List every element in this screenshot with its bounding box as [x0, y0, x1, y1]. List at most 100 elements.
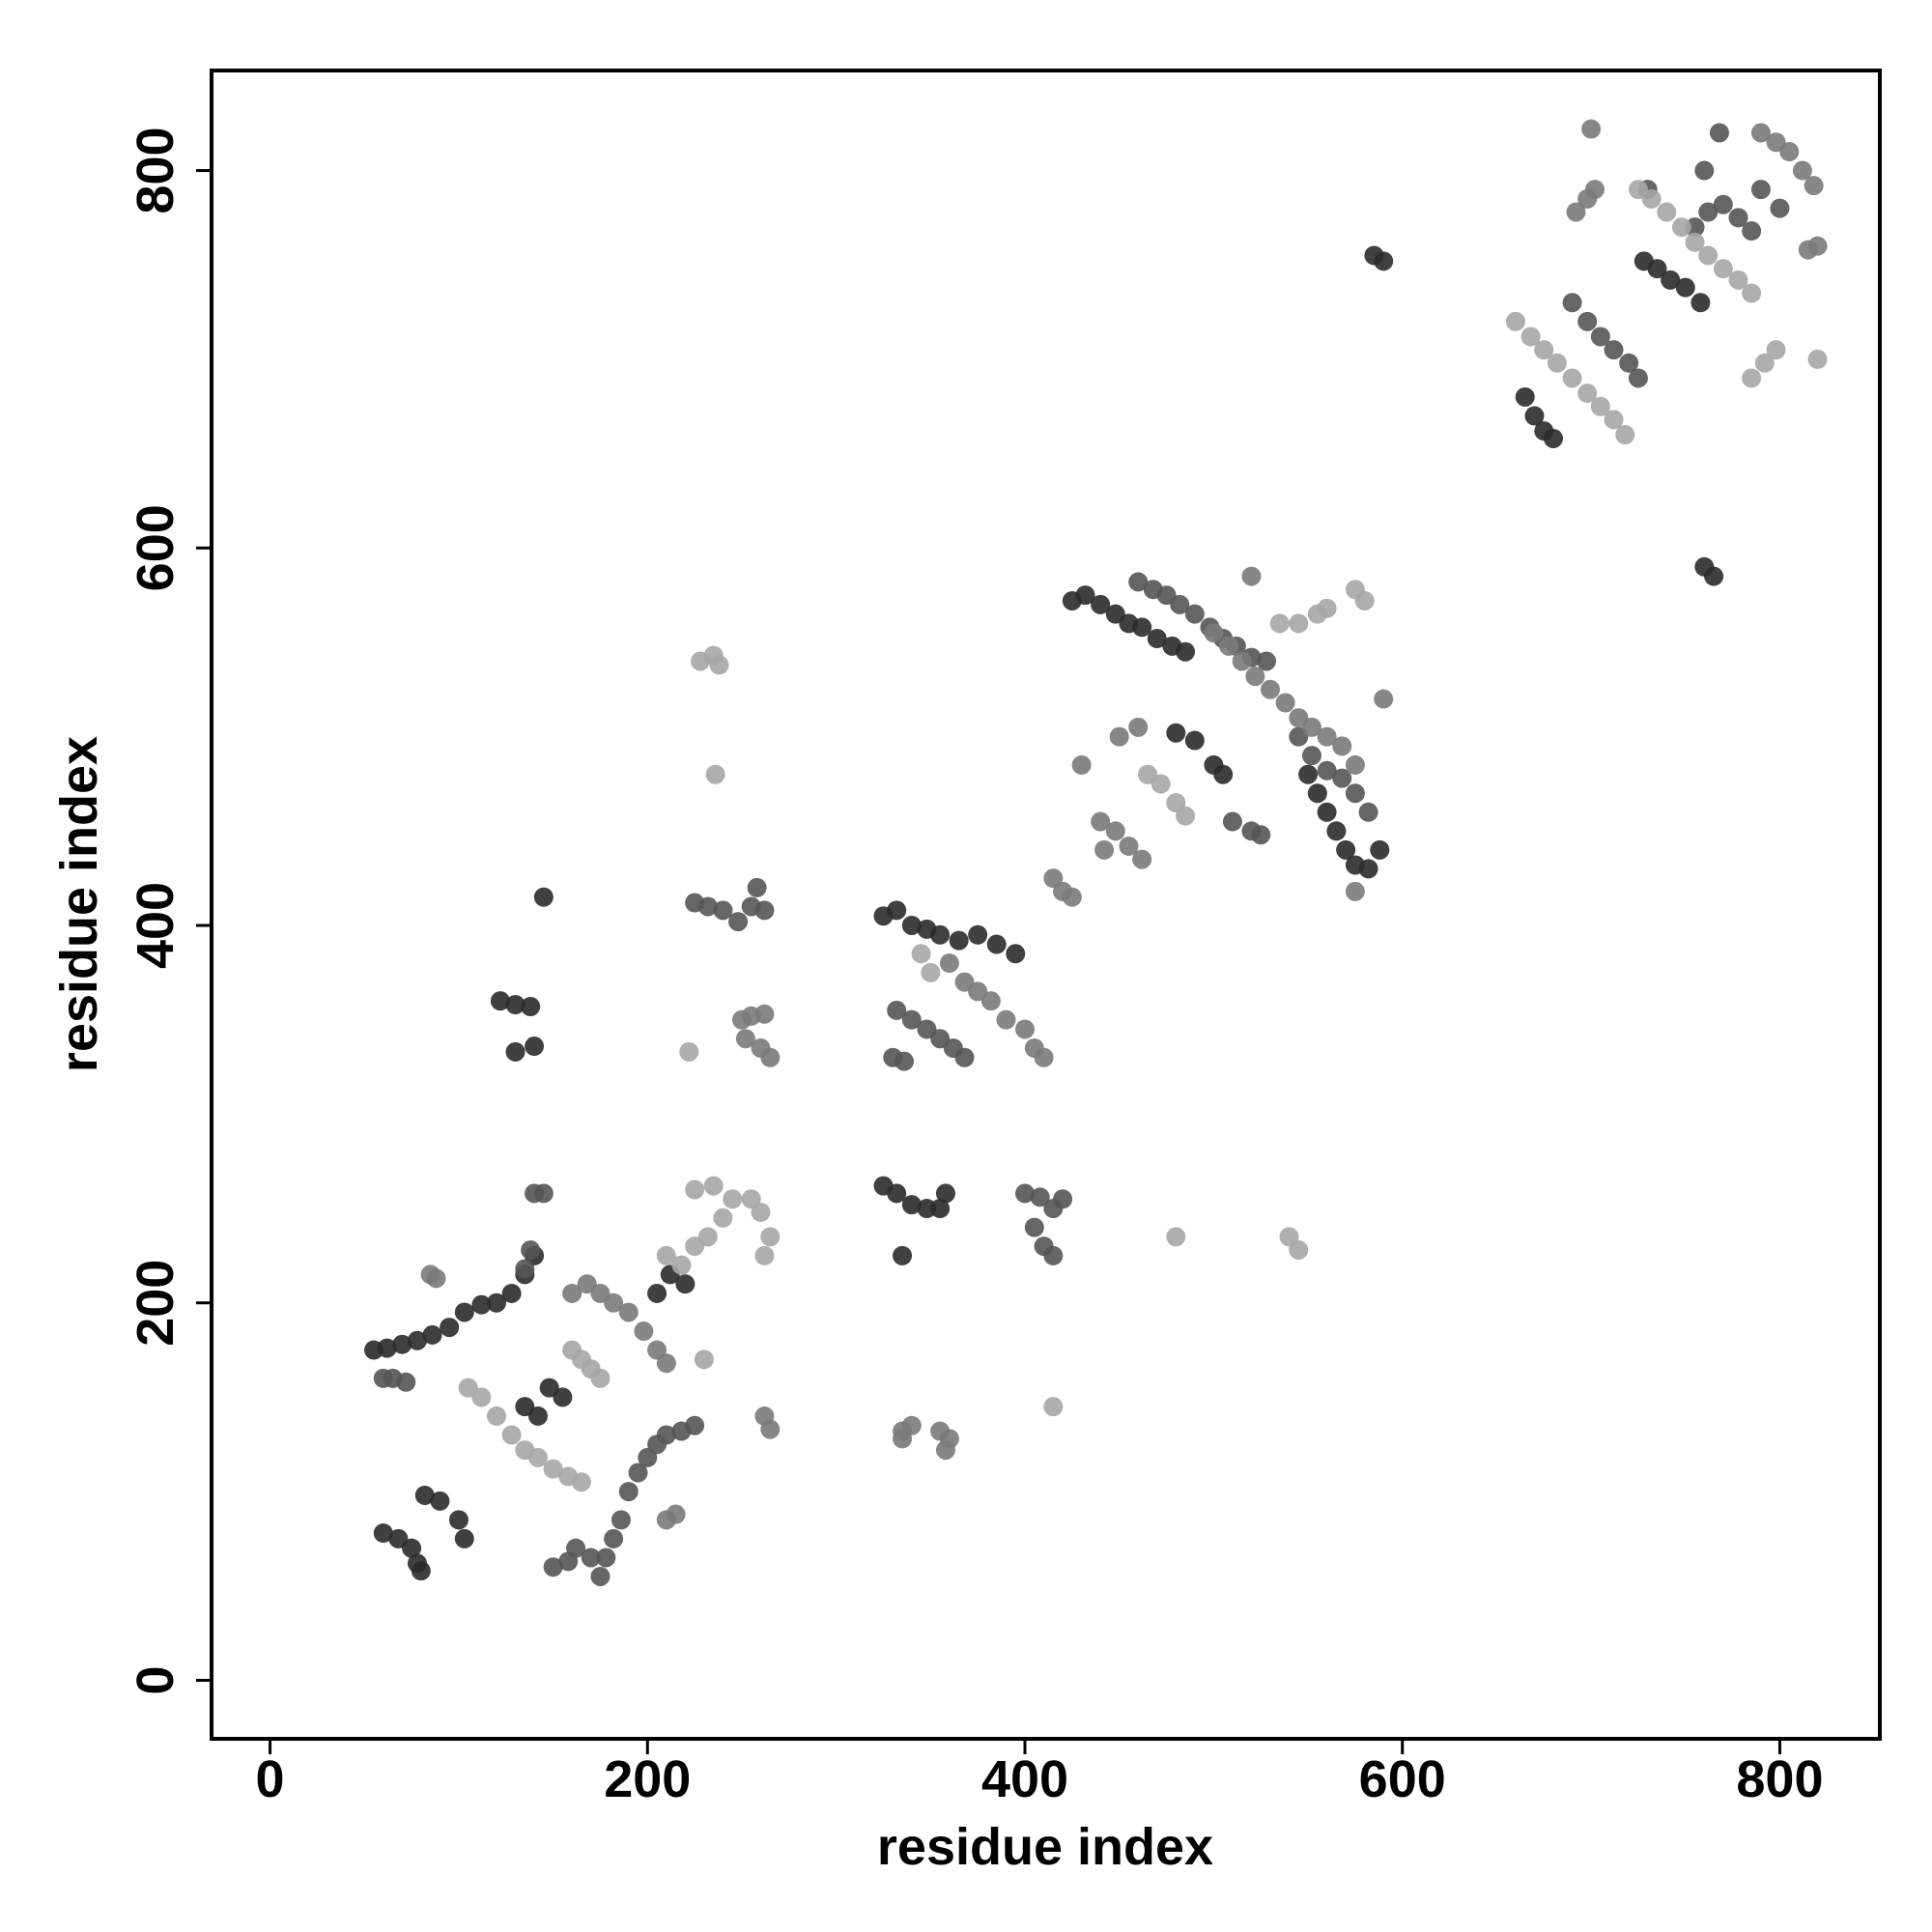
point	[1704, 566, 1724, 586]
point	[1685, 217, 1705, 238]
point	[1619, 353, 1639, 373]
point	[590, 1566, 611, 1586]
point	[1006, 944, 1026, 964]
point	[628, 1463, 648, 1483]
point	[1024, 1217, 1044, 1237]
point	[656, 1425, 676, 1445]
point	[656, 1510, 676, 1530]
point	[939, 953, 959, 974]
point	[454, 1528, 474, 1548]
point	[1581, 119, 1602, 139]
point	[527, 1406, 548, 1426]
point	[1091, 811, 1111, 832]
point	[581, 1548, 601, 1568]
point	[675, 1274, 696, 1294]
point	[1213, 764, 1234, 784]
point	[1034, 1047, 1054, 1067]
point	[935, 1183, 955, 1204]
point	[1222, 811, 1242, 832]
point	[505, 1041, 526, 1062]
point	[1015, 1019, 1036, 1039]
point	[754, 1245, 775, 1265]
point	[1698, 245, 1719, 266]
point	[1298, 764, 1319, 784]
point	[471, 1294, 492, 1315]
point	[525, 1183, 545, 1204]
point	[1245, 667, 1265, 687]
point	[1562, 368, 1582, 388]
point	[1354, 590, 1375, 611]
point	[893, 1429, 913, 1449]
point	[1604, 410, 1624, 430]
x-tick-label: 400	[981, 1750, 1068, 1808]
point	[1520, 327, 1541, 347]
point	[697, 896, 718, 917]
point	[505, 995, 526, 1015]
point	[501, 1425, 522, 1445]
point	[1170, 594, 1190, 614]
point	[373, 1523, 393, 1544]
point	[754, 1004, 775, 1024]
point	[980, 991, 1001, 1011]
point	[1770, 198, 1790, 218]
point	[1713, 259, 1733, 279]
point	[751, 1202, 771, 1222]
x-tick-label: 800	[1736, 1750, 1823, 1808]
point	[1779, 142, 1800, 162]
point	[911, 944, 931, 964]
point	[703, 1176, 724, 1196]
point	[713, 1208, 733, 1228]
point	[685, 1179, 705, 1200]
point	[402, 1538, 422, 1558]
point	[1307, 783, 1327, 804]
point	[525, 1037, 545, 1057]
point	[671, 1255, 692, 1275]
point	[968, 924, 988, 945]
point	[1544, 428, 1564, 448]
point	[1694, 160, 1715, 181]
point	[1053, 1189, 1073, 1209]
y-axis-label: residue index	[50, 736, 108, 1072]
point	[713, 900, 733, 921]
y-tick-label: 0	[127, 1665, 185, 1694]
point	[411, 1561, 431, 1581]
point	[1094, 839, 1115, 860]
point	[521, 996, 541, 1016]
point	[930, 924, 951, 945]
point	[723, 1189, 743, 1209]
point	[1577, 311, 1598, 331]
point	[1585, 180, 1605, 200]
y-tick-label: 800	[127, 127, 185, 213]
point	[1590, 396, 1610, 416]
point	[705, 764, 725, 784]
point	[1374, 251, 1394, 271]
y-tick-label: 400	[127, 882, 185, 969]
point	[996, 1009, 1016, 1030]
point	[1566, 202, 1586, 222]
point	[1332, 736, 1352, 756]
point	[430, 1491, 450, 1511]
point	[611, 1510, 631, 1530]
point	[1275, 693, 1295, 713]
point	[1657, 202, 1677, 222]
point	[590, 1368, 611, 1388]
point	[1628, 368, 1648, 388]
point	[396, 1372, 416, 1392]
point	[679, 1041, 699, 1062]
point	[1370, 839, 1390, 860]
point	[894, 1051, 914, 1071]
point	[935, 1440, 955, 1461]
point	[604, 1293, 624, 1313]
point	[1590, 327, 1610, 347]
point	[407, 1330, 427, 1350]
point	[1132, 617, 1152, 638]
x-tick-label: 600	[1359, 1750, 1446, 1808]
point	[709, 655, 729, 675]
point	[887, 1000, 907, 1020]
point	[618, 1302, 639, 1322]
point	[1166, 1227, 1186, 1247]
point	[515, 1259, 535, 1279]
x-axis-label: residue index	[877, 1818, 1213, 1876]
point	[656, 1245, 676, 1265]
point	[1109, 726, 1129, 747]
